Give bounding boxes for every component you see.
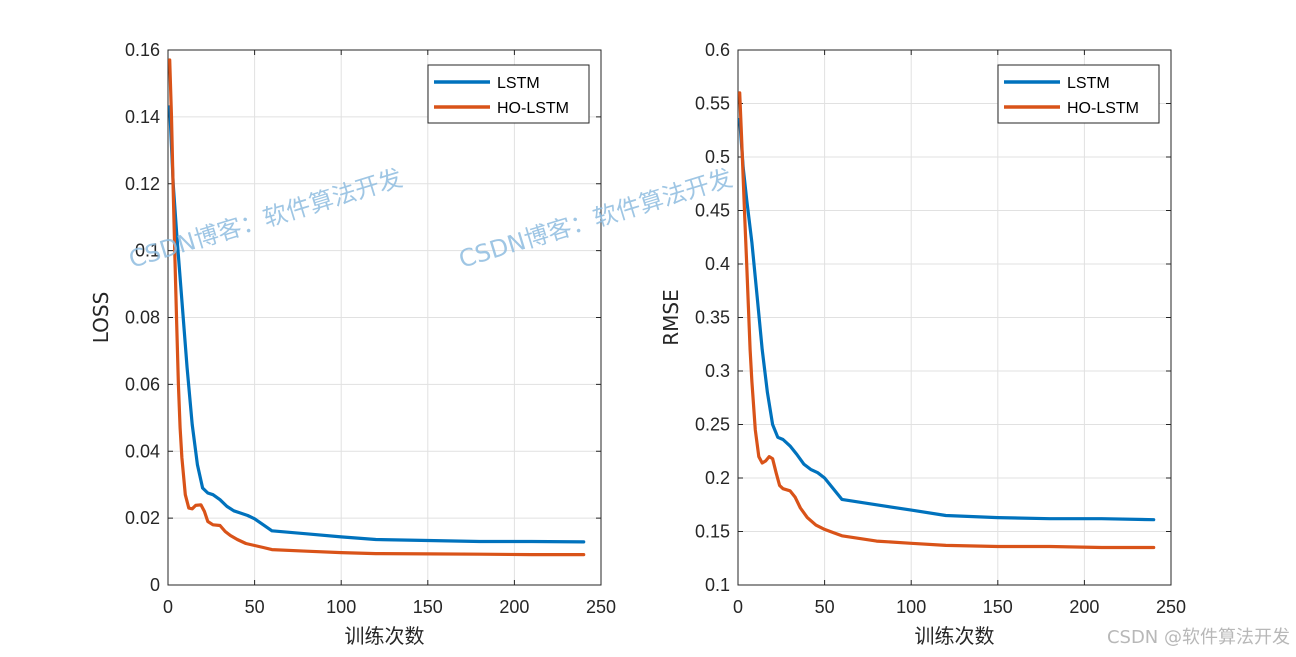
x-tick-label: 50 [815, 597, 835, 617]
x-axis-label: 训练次数 [345, 624, 425, 648]
y-tick-label: 0.16 [125, 40, 160, 60]
legend: LSTM HO-LSTM [997, 64, 1160, 124]
y-tick-label: 0.02 [125, 508, 160, 528]
x-tick-label: 0 [733, 597, 743, 617]
x-tick-label: 150 [413, 597, 443, 617]
series-line-ho-lstm [168, 58, 586, 557]
legend-label-lstm: LSTM [497, 75, 540, 92]
y-tick-label: 0.25 [695, 415, 730, 435]
y-tick-label: 0.55 [695, 94, 730, 114]
x-tick-label: 100 [326, 597, 356, 617]
legend-label-ho-lstm: HO-LSTM [497, 100, 569, 117]
y-tick-label: 0.5 [705, 147, 730, 167]
x-tick-label: 0 [163, 597, 173, 617]
y-tick-label: 0.35 [695, 308, 730, 328]
legend-box [427, 64, 590, 124]
y-tick-label: 0.12 [125, 174, 160, 194]
chart-panel-2: 0 50 100 150 200 250 0.1 0.15 0.2 0.25 0.3 0.35 0.4 0… [659, 40, 1186, 648]
plots-container: 0 50 100 150 200 25000.020.040.060.080.10.120… [89, 40, 1186, 648]
x-tick-label: 250 [1156, 597, 1186, 617]
y-axis-label: LOSS [89, 292, 113, 344]
legend-label-lstm: LSTM [1067, 75, 1110, 92]
legend: LSTM HO-LSTM [427, 64, 590, 124]
y-axis-label: RMSE [659, 289, 683, 345]
x-tick-label: 100 [896, 597, 926, 617]
series-line-lstm [738, 117, 1156, 522]
series-line-lstm [168, 105, 586, 544]
y-tick-label: 0.45 [695, 201, 730, 221]
y-tick-label: 0.4 [705, 254, 730, 274]
x-tick-label: 150 [983, 597, 1013, 617]
x-tick-label: 250 [586, 597, 616, 617]
chart-panel-1: 0 50 100 150 200 250 0 0.02 0.04 0.06 0.08 0.1 0.12 0… [89, 40, 616, 648]
legend-box [997, 64, 1160, 124]
x-tick-label: 50 [245, 597, 265, 617]
y-tick-label: 0.6 [705, 40, 730, 60]
y-tick-label: 0 [150, 575, 160, 595]
y-tick-label: 0.08 [125, 308, 160, 328]
y-tick-label: 0.14 [125, 107, 160, 127]
y-tick-label: 0.06 [125, 374, 160, 394]
y-tick-label: 0.2 [705, 468, 730, 488]
y-tick-label: 0.04 [125, 441, 160, 461]
x-axis-label: 训练次数 [915, 624, 995, 648]
y-tick-label: 0.15 [695, 522, 730, 542]
y-tick-label: 0.1 [705, 575, 730, 595]
y-tick-label: 0.3 [705, 361, 730, 381]
legend-label-ho-lstm: HO-LSTM [1067, 100, 1139, 117]
watermark-credit: CSDN @软件算法开发 [1107, 627, 1290, 648]
x-tick-label: 200 [1069, 597, 1099, 617]
y-tick-label: 0.1 [135, 241, 160, 261]
series-line-ho-lstm [738, 91, 1156, 550]
x-tick-label: 200 [499, 597, 529, 617]
